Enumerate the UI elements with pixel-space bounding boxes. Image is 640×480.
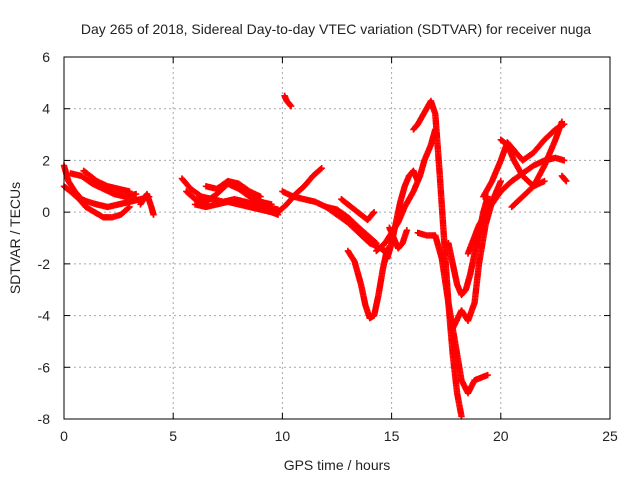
series-arc-h — [191, 198, 282, 218]
series-arc-s — [410, 97, 465, 420]
series-arc-l — [279, 188, 391, 257]
x-tick-label: 5 — [169, 428, 177, 444]
series-arc-e — [137, 190, 157, 218]
series-arc-d — [80, 167, 133, 195]
x-tick-label: 15 — [384, 428, 400, 444]
data-point — [268, 201, 275, 208]
series-arc-w — [464, 154, 568, 257]
data-point — [414, 177, 422, 185]
data-points — [60, 92, 570, 420]
data-point — [257, 193, 264, 200]
x-axis-label: GPS time / hours — [284, 457, 391, 473]
x-tick-label: 0 — [60, 428, 68, 444]
series-arc-k — [274, 164, 325, 216]
series-arc-x — [480, 121, 568, 200]
series-arc-i — [202, 177, 264, 200]
series-arc-j — [281, 92, 295, 110]
y-axis-label: SDTVAR / TECUs — [7, 182, 23, 294]
x-tick-label: 25 — [602, 428, 618, 444]
data-point — [370, 208, 378, 216]
data-point — [317, 165, 324, 173]
plot-frame — [63, 56, 611, 420]
y-tick-label: -6 — [38, 359, 51, 375]
data-point — [558, 118, 566, 125]
data-point — [132, 190, 140, 198]
series-arc-n — [338, 196, 378, 224]
data-point — [541, 177, 548, 185]
data-point — [484, 371, 491, 379]
series-arc-m — [322, 203, 380, 247]
y-tick-label: 0 — [42, 204, 50, 220]
data-point — [287, 102, 295, 110]
data-point — [126, 203, 133, 211]
y-tick-label: -4 — [38, 308, 51, 324]
data-point — [563, 177, 570, 185]
series-arc-o — [344, 245, 391, 322]
data-point — [497, 177, 504, 185]
y-tick-label: 6 — [42, 49, 50, 65]
data-point — [126, 188, 133, 195]
x-tick-label: 10 — [275, 428, 291, 444]
y-tick-label: -8 — [38, 411, 51, 427]
data-point — [560, 157, 568, 164]
data-point — [125, 204, 132, 212]
chart-title: Day 265 of 2018, Sidereal Day-to-day VTE… — [81, 21, 591, 37]
series-arc-v — [449, 177, 504, 332]
data-point — [403, 227, 411, 234]
grid-layer — [64, 57, 610, 419]
data-point — [318, 164, 325, 172]
series-arc-r — [386, 224, 411, 252]
data-point — [373, 239, 380, 247]
data-point — [372, 239, 379, 246]
y-tick-label: -2 — [38, 256, 51, 272]
y-tick-label: 2 — [42, 152, 50, 168]
series-arc-z — [497, 136, 548, 190]
data-point — [369, 210, 377, 217]
series-arc-c — [67, 170, 140, 200]
series-arc-t — [414, 229, 491, 397]
series-arc-b — [60, 183, 133, 221]
axis-ticks: 0 5 10 15 20 25 -8 -6 -4 -2 0 2 4 6 — [38, 49, 618, 444]
x-tick-label: 20 — [493, 428, 509, 444]
series-arc-end — [558, 172, 570, 185]
y-tick-label: 4 — [42, 101, 50, 117]
data-point — [150, 211, 157, 218]
